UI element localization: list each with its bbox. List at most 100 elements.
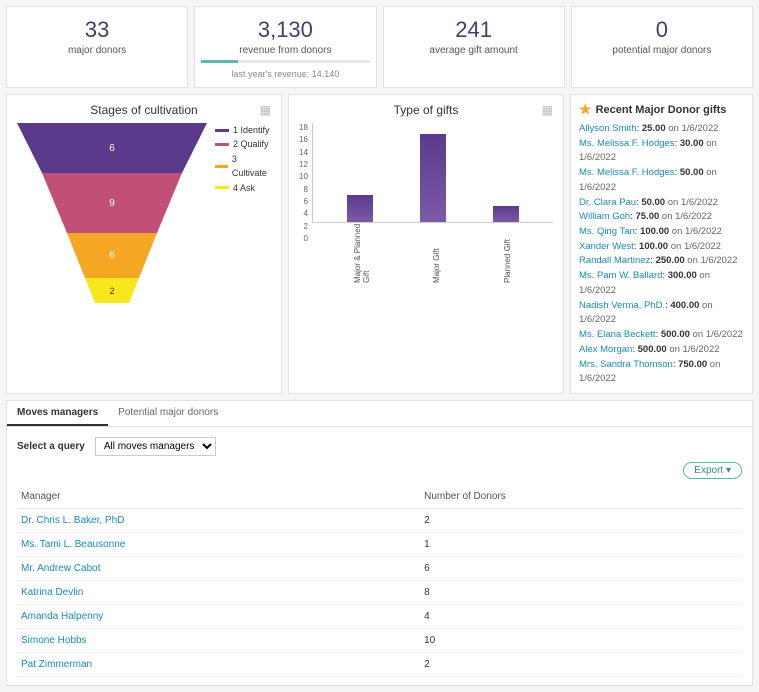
- table-row: Ms. Tami L. Beausonne1: [17, 532, 742, 556]
- bar-plot: [312, 123, 553, 223]
- donor-link[interactable]: Allyson Smith: [579, 123, 637, 134]
- table-icon[interactable]: ▦: [260, 103, 271, 117]
- recent-item: Ms. Pam W. Ballard: 300.00 on 1/6/2022: [579, 269, 744, 298]
- chevron-down-icon: ▾: [726, 465, 731, 476]
- query-label: Select a query: [17, 441, 85, 452]
- funnel-stage-label: 6: [109, 250, 115, 261]
- export-button[interactable]: Export ▾: [683, 462, 742, 479]
- bar-chart: 181614121086420 Major & Planned GiftMajo…: [299, 123, 553, 283]
- table-row: Dr. Chris L. Baker, PhD2: [17, 508, 742, 532]
- manager-link[interactable]: Pat Zimmerman: [21, 659, 92, 670]
- query-select[interactable]: All moves managers: [95, 437, 216, 456]
- tab-bar: Moves managers Potential major donors: [7, 401, 752, 427]
- recent-item: William Goh: 75.00 on 1/6/2022: [579, 210, 744, 225]
- manager-link[interactable]: Amanda Halpenny: [21, 611, 103, 622]
- y-tick: 2: [299, 222, 308, 231]
- table-row: Katrina Devlin 8: [17, 580, 742, 604]
- gift-amount: 50.00: [680, 167, 704, 178]
- metric-label: potential major donors: [578, 45, 746, 56]
- bar: [420, 134, 446, 222]
- recent-title-row: ★ Recent Major Donor gifts: [579, 101, 744, 118]
- legend-item: 1 Identify: [215, 123, 271, 137]
- gift-date: on 1/6/2022: [666, 123, 719, 134]
- table-icon[interactable]: ▦: [542, 103, 553, 117]
- funnel-card: Stages of cultivation ▦ 6 9 6 2 1 Identi…: [6, 94, 282, 394]
- export-label: Export: [694, 465, 723, 476]
- gift-date: on 1/6/2022: [668, 241, 721, 252]
- recent-item: Allyson Smith: 25.00 on 1/6/2022: [579, 122, 744, 137]
- gift-amount: 750.00: [678, 359, 707, 370]
- donor-link[interactable]: Dr. Clara Pau: [579, 197, 636, 208]
- metric-label: major donors: [13, 45, 181, 56]
- metric-revenue: 3,130 revenue from donors last year's re…: [194, 6, 376, 88]
- funnel-legend: 1 Identify 2 Qualify 3 Cultivate 4 Ask: [215, 123, 271, 195]
- y-tick: 14: [299, 148, 308, 157]
- progress-bar: [201, 60, 369, 63]
- donor-count: 4: [420, 604, 742, 628]
- manager-link[interactable]: Dr. Chris L. Baker, PhD: [21, 515, 124, 526]
- col-manager: Manager: [17, 485, 420, 509]
- gift-date: on 1/6/2022: [667, 344, 720, 355]
- x-label: Major Gift: [432, 223, 441, 283]
- legend-swatch: [215, 186, 229, 189]
- recent-item: Mrs. Sandra Thomson: 750.00 on 1/6/2022: [579, 358, 744, 387]
- x-label: Planned Gift: [503, 223, 512, 283]
- y-tick: 0: [299, 234, 308, 243]
- donor-link[interactable]: Ms. Melissa F. Hodges: [579, 138, 675, 149]
- legend-item: 2 Qualify: [215, 137, 271, 151]
- metric-sublabel: last year's revenue: 14,140: [201, 69, 369, 79]
- y-tick: 12: [299, 160, 308, 169]
- tab-moves-managers[interactable]: Moves managers: [7, 401, 108, 426]
- funnel-chart: 6 9 6 2: [17, 123, 207, 313]
- donor-link[interactable]: Xander West: [579, 241, 634, 252]
- gift-amount: 100.00: [639, 241, 668, 252]
- metric-value: 241: [390, 17, 558, 43]
- legend-text: 1 Identify: [233, 123, 270, 137]
- manager-link[interactable]: Mr. Andrew Cabot: [21, 563, 100, 574]
- manager-link[interactable]: Simone Hobbs: [21, 635, 87, 646]
- donor-link[interactable]: Nadish Verma, PhD.: [579, 300, 665, 311]
- manager-link[interactable]: Ms. Tami L. Beausonne: [21, 539, 125, 550]
- legend-item: 3 Cultivate: [215, 152, 271, 181]
- legend-item: 4 Ask: [215, 181, 271, 195]
- y-tick: 16: [299, 135, 308, 144]
- donor-link[interactable]: Ms. Elana Beckett: [579, 329, 656, 340]
- donor-link[interactable]: Ms. Melissa F. Hodges: [579, 167, 675, 178]
- bar-card: Type of gifts ▦ 181614121086420 Major & …: [288, 94, 564, 394]
- legend-text: 2 Qualify: [233, 137, 269, 151]
- manager-link[interactable]: Katrina Devlin: [21, 587, 83, 598]
- donor-link[interactable]: Ms. Qing Tan: [579, 226, 635, 237]
- funnel-body: 6 9 6 2 1 Identify 2 Qualify 3 Cultivate…: [17, 123, 271, 313]
- gift-amount: 100.00: [640, 226, 669, 237]
- bar: [347, 195, 373, 223]
- tab-potential-donors[interactable]: Potential major donors: [108, 401, 228, 426]
- donor-link[interactable]: Ms. Pam W. Ballard: [579, 270, 662, 281]
- recent-title: Recent Major Donor gifts: [596, 104, 727, 116]
- metric-value: 3,130: [201, 17, 369, 43]
- col-donors: Number of Donors: [420, 485, 742, 509]
- y-axis: 181614121086420: [299, 123, 312, 243]
- metric-potential: 0 potential major donors: [571, 6, 753, 88]
- donor-count: 8: [420, 580, 742, 604]
- funnel-stage-label: 6: [109, 143, 115, 154]
- managers-table: Manager Number of Donors Dr. Chris L. Ba…: [17, 485, 742, 677]
- funnel-title: Stages of cultivation: [90, 103, 197, 117]
- donor-link[interactable]: Mrs. Sandra Thomson: [579, 359, 673, 370]
- metric-major-donors: 33 major donors: [6, 6, 188, 88]
- progress-fill: [201, 60, 238, 63]
- bar: [493, 206, 519, 222]
- legend-text: 3 Cultivate: [232, 152, 271, 181]
- gift-date: on 1/6/2022: [685, 255, 738, 266]
- chart-header: Type of gifts ▦: [299, 103, 553, 117]
- charts-row: Stages of cultivation ▦ 6 9 6 2 1 Identi…: [6, 94, 753, 394]
- y-tick: 18: [299, 123, 308, 132]
- donor-link[interactable]: William Goh: [579, 211, 630, 222]
- donor-link[interactable]: Alex Morgan: [579, 344, 632, 355]
- recent-item: Alex Morgan: 500.00 on 1/6/2022: [579, 343, 744, 358]
- recent-item: Ms. Melissa F. Hodges: 50.00 on 1/6/2022: [579, 166, 744, 195]
- recent-item: Ms. Qing Tan: 100.00 on 1/6/2022: [579, 225, 744, 240]
- managers-panel: Moves managers Potential major donors Se…: [6, 400, 753, 686]
- donor-link[interactable]: Randall Martinez: [579, 255, 650, 266]
- metrics-row: 33 major donors 3,130 revenue from donor…: [6, 6, 753, 88]
- recent-item: Xander West: 100.00 on 1/6/2022: [579, 240, 744, 255]
